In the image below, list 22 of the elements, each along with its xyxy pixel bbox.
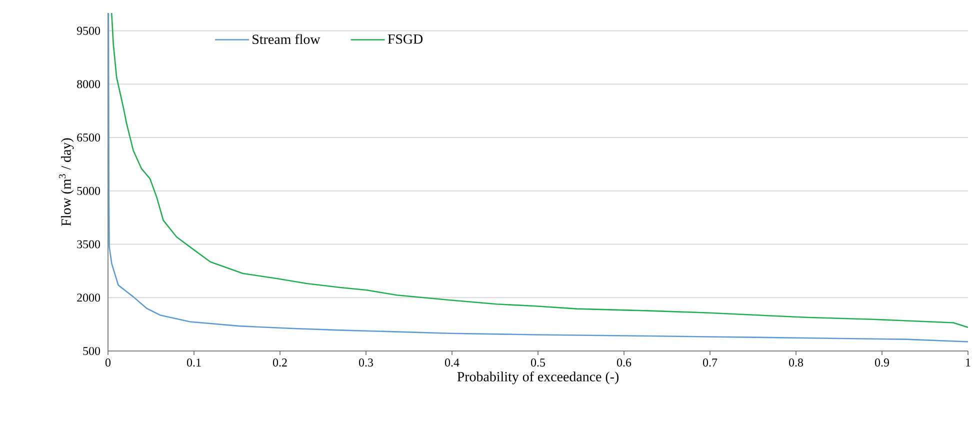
legend-label: FSGD <box>388 34 423 44</box>
x-tick-label: 0.7 <box>702 358 718 367</box>
legend-label: Stream flow <box>252 34 320 44</box>
x-tick-label: 0.4 <box>444 358 460 367</box>
x-tick-label: 0.2 <box>272 358 287 367</box>
y-tick-label: 8000 <box>77 80 100 88</box>
x-axis-title: Probability of exceedance (-) <box>457 371 619 384</box>
x-tick-label: 0.1 <box>186 358 201 367</box>
x-tick-label: 1 <box>966 358 970 366</box>
y-tick-label: 9500 <box>76 26 100 35</box>
y-tick-label: 2000 <box>77 294 100 302</box>
x-tick-label: 0.8 <box>788 358 804 367</box>
x-tick-label: 0.5 <box>530 358 546 367</box>
y-tick-label: 6500 <box>77 133 100 142</box>
y-axis-title: Flow (m$^{3}$ / day) <box>59 138 74 226</box>
x-tick-label: 0.9 <box>874 358 889 367</box>
x-tick-label: 0.6 <box>616 358 632 367</box>
y-tick-label: 3500 <box>77 240 100 248</box>
x-tick-label: 0 <box>105 358 111 367</box>
y-tick-label: 5000 <box>77 186 100 195</box>
x-tick-label: 0.3 <box>358 358 374 367</box>
y-tick-label: 500 <box>83 346 100 356</box>
